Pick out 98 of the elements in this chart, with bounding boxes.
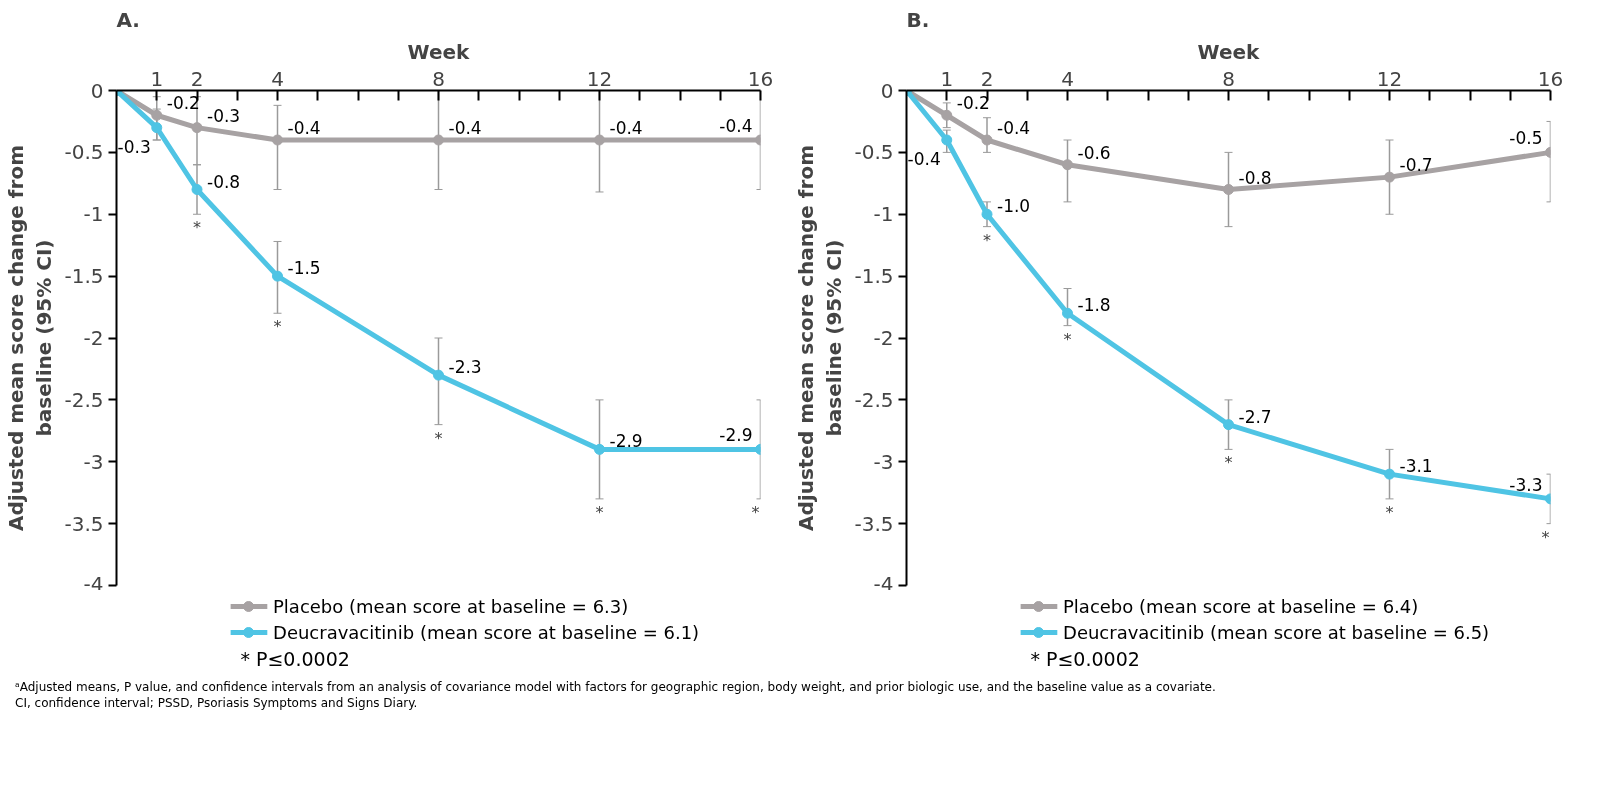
x-tick-label: 12 (586, 66, 613, 91)
annotation: * (751, 502, 760, 522)
data-label: -2.3 (448, 357, 482, 378)
y-tick-label: -1 (83, 202, 104, 227)
data-label: -2.7 (1238, 406, 1272, 427)
x-axis-title: Week (1197, 39, 1261, 64)
data-label: -3.1 (1399, 456, 1433, 477)
data-label: -0.4 (997, 118, 1031, 138)
annotation: * (273, 317, 282, 337)
text: * P≤0.0002 (240, 647, 350, 670)
data-label: -2.9 (609, 431, 643, 452)
data-label: -0.4 (719, 116, 753, 136)
data-label: -1.8 (1077, 295, 1111, 316)
point (272, 134, 283, 146)
point (433, 134, 444, 146)
x-tick-label: 4 (1061, 66, 1074, 91)
x-tick-label: 2 (190, 66, 204, 91)
chart-title: B. (906, 7, 930, 32)
y-tick-label: -0.5 (854, 140, 894, 165)
annotation: * (434, 428, 443, 448)
data-label: -0.7 (1399, 155, 1433, 176)
chart-title: A. (116, 7, 140, 32)
y-tick-label: 0 (90, 78, 104, 103)
data-label: -0.4 (609, 118, 643, 138)
y-tick-label: -1 (873, 202, 894, 227)
point (981, 134, 993, 146)
legend-label: Placebo (mean score at baseline = 6.4) (1063, 596, 1419, 617)
y-tick-label: -4 (873, 571, 894, 596)
y-tick-label: -2 (83, 326, 104, 350)
annotation: * (595, 502, 604, 522)
x-tick-label: 2 (980, 66, 994, 91)
annotation: * (1541, 527, 1550, 547)
text: ᵃAdjusted means, P value, and confidence intervals from an analysis of covariance model with factors for geographic region, body weight, and prior biologic use, and the baseline value as a covariate. (15, 680, 1216, 694)
point (1062, 159, 1073, 171)
annotation: * (193, 218, 201, 238)
point (981, 208, 993, 220)
point (151, 122, 163, 134)
y-tick-label: 0 (880, 78, 894, 103)
y-tick-label: -2 (873, 326, 894, 350)
point (1223, 184, 1234, 195)
point (1384, 468, 1395, 480)
x-axis-title: Week (407, 39, 471, 64)
x-tick-label: 16 (1537, 66, 1564, 91)
y-tick-label: -3 (83, 449, 104, 474)
data-label: -0.2 (166, 93, 200, 114)
data-label: -0.6 (1077, 142, 1111, 163)
y-axis-title: Adjusted mean score change from baseline (95% CI) (3, 144, 57, 531)
y-tick-label: -1.5 (854, 264, 894, 289)
point (433, 369, 444, 381)
y-tick-label: -3.5 (854, 511, 894, 536)
point (1384, 171, 1395, 183)
point (941, 109, 953, 121)
data-label: -0.2 (956, 93, 990, 114)
y-tick-label: -1.5 (64, 264, 104, 289)
data-label: -0.4 (448, 118, 482, 138)
data-label: -0.5 (1509, 128, 1543, 149)
y-tick-label: -3.5 (64, 511, 104, 536)
data-label: -0.4 (907, 149, 941, 169)
legend-label: Placebo (mean score at baseline = 6.3) (273, 596, 629, 617)
annotation: * (1385, 502, 1394, 522)
data-label: -2.9 (719, 425, 753, 446)
data-label: -1.5 (287, 258, 321, 279)
y-tick-label: -3 (873, 449, 894, 474)
x-tick-label: 8 (432, 66, 445, 91)
x-tick-label: 1 (150, 66, 164, 91)
x-tick-label: 4 (271, 66, 284, 91)
point (1223, 419, 1234, 431)
annotation: * (1224, 453, 1233, 473)
data-label: -1.0 (997, 196, 1031, 217)
text: CI, confidence interval; PSSD, Psoriasis Symptoms and Signs Diary. (15, 696, 418, 710)
data-label: -0.3 (117, 136, 151, 157)
x-tick-label: 8 (1222, 66, 1235, 91)
point (191, 122, 203, 134)
point (191, 184, 203, 195)
point (272, 270, 283, 282)
annotation: * (1063, 329, 1072, 349)
y-tick-label: -0.5 (64, 140, 104, 165)
text: * P≤0.0002 (1030, 647, 1140, 670)
point (594, 134, 605, 146)
y-tick-label: -2.5 (854, 387, 894, 412)
data-label: -0.8 (207, 171, 241, 192)
point (1062, 307, 1073, 319)
annotation: * (983, 230, 991, 250)
y-tick-label: -2.5 (64, 387, 104, 412)
legend-label: Deucravacitinib (mean score at baseline = 6.1) (273, 622, 700, 643)
y-tick-label: -4 (83, 571, 104, 596)
data-label: -3.3 (1509, 474, 1543, 495)
y-axis-title: Adjusted mean score change from baseline (95% CI) (793, 144, 847, 531)
data-label: -0.8 (1238, 167, 1272, 188)
point (594, 443, 605, 455)
legend-label: Deucravacitinib (mean score at baseline = 6.5) (1063, 622, 1490, 643)
data-label: -0.4 (287, 118, 321, 138)
x-tick-label: 12 (1376, 66, 1403, 91)
point (151, 109, 163, 121)
data-label: -0.3 (207, 105, 241, 126)
point (941, 134, 953, 146)
x-tick-label: 16 (747, 66, 774, 91)
x-tick-label: 1 (940, 66, 954, 91)
